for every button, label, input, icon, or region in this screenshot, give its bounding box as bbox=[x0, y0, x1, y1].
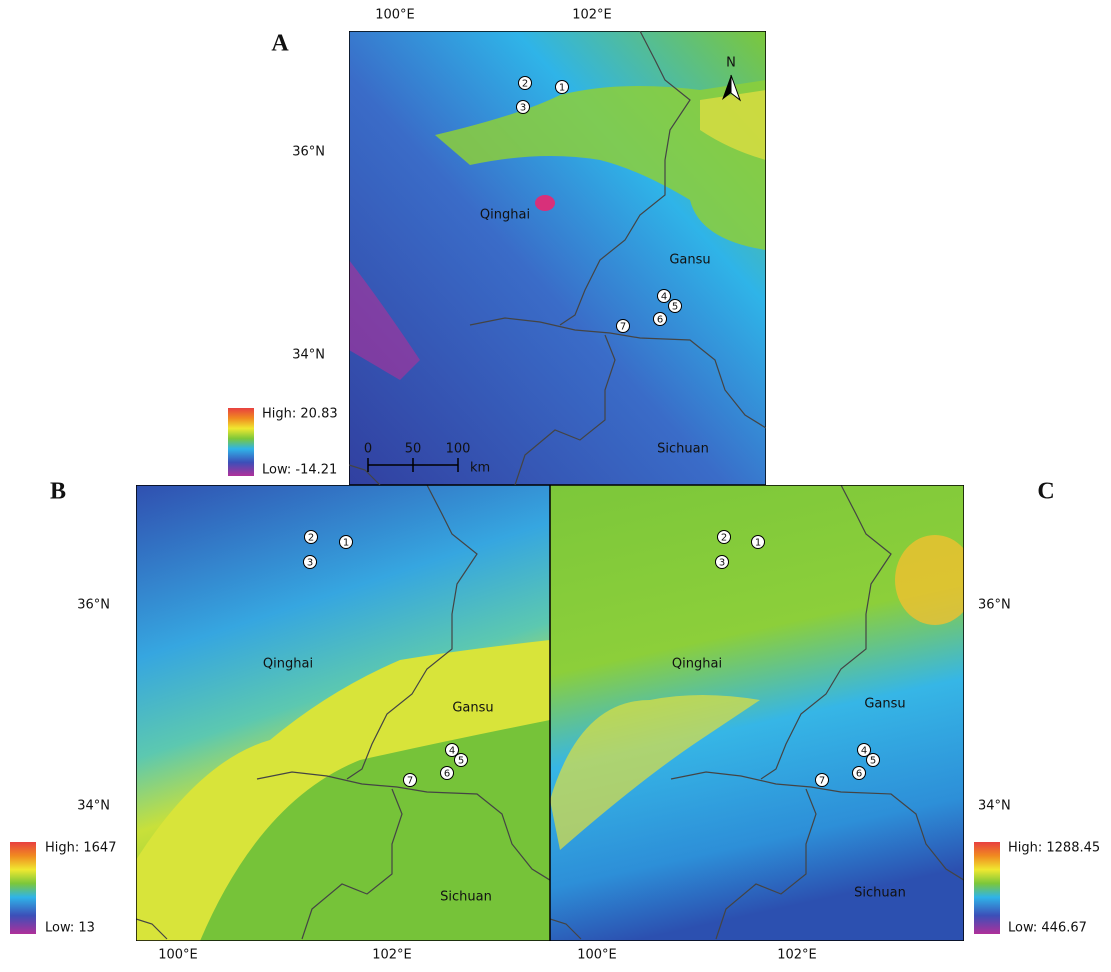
legend-bar bbox=[10, 842, 36, 934]
lat-label: 36°N bbox=[292, 145, 325, 160]
site-number: 1 bbox=[755, 538, 761, 549]
legend-high: High: 1647 bbox=[45, 841, 116, 856]
scale-unit: km bbox=[470, 461, 490, 476]
legend-bar bbox=[228, 408, 254, 476]
site-number: 6 bbox=[444, 769, 450, 780]
lon-label: 100°E bbox=[375, 8, 415, 23]
lon-label: 102°E bbox=[372, 948, 412, 963]
lon-label: 100°E bbox=[577, 948, 617, 963]
panel-c-raster bbox=[550, 485, 975, 941]
site-number: 6 bbox=[856, 769, 862, 780]
site-number: 2 bbox=[522, 79, 528, 90]
site-number: 4 bbox=[861, 746, 867, 757]
region-label: Gansu bbox=[864, 697, 905, 712]
lat-label: 34°N bbox=[292, 348, 325, 363]
lon-label: 102°E bbox=[777, 948, 817, 963]
site-number: 6 bbox=[657, 315, 663, 326]
lon-label: 102°E bbox=[572, 8, 612, 23]
region-label: Qinghai bbox=[263, 657, 313, 672]
legend-low: Low: 13 bbox=[45, 921, 95, 936]
lat-label: 36°N bbox=[978, 598, 1011, 613]
legend-bar bbox=[974, 842, 1000, 934]
site-number: 1 bbox=[559, 83, 565, 94]
figure: A 100°E 102°E 36°N 34°N Qinghai Gansu Sichuan 1 2… bbox=[0, 0, 1111, 968]
site-number: 3 bbox=[307, 558, 313, 569]
site-number: 5 bbox=[870, 756, 876, 767]
site-number: 5 bbox=[672, 302, 678, 313]
site-number: 7 bbox=[407, 776, 413, 787]
legend-high: High: 20.83 bbox=[262, 407, 338, 422]
site-number: 3 bbox=[719, 558, 725, 569]
lat-label: 34°N bbox=[77, 799, 110, 814]
lat-label: 36°N bbox=[77, 598, 110, 613]
region-label: Qinghai bbox=[672, 657, 722, 672]
scale-label: 50 bbox=[405, 442, 422, 457]
legend-low: Low: -14.21 bbox=[262, 463, 337, 478]
legend-high: High: 1288.45 bbox=[1008, 841, 1100, 856]
site-number: 7 bbox=[819, 776, 825, 787]
region-label: Gansu bbox=[452, 701, 493, 716]
site-number: 7 bbox=[620, 322, 626, 333]
site-number: 4 bbox=[449, 746, 455, 757]
panel-label: C bbox=[1037, 479, 1054, 505]
region-label: Sichuan bbox=[657, 442, 709, 457]
site-number: 3 bbox=[520, 103, 526, 114]
region-label: Gansu bbox=[669, 253, 710, 268]
site-number: 1 bbox=[343, 538, 349, 549]
site-number: 2 bbox=[721, 533, 727, 544]
lat-label: 34°N bbox=[978, 799, 1011, 814]
legend-low: Low: 446.67 bbox=[1008, 921, 1087, 936]
panel-label: A bbox=[271, 31, 289, 57]
north-label: N bbox=[726, 56, 736, 71]
panel-label: B bbox=[50, 479, 66, 505]
region-label: Qinghai bbox=[480, 208, 530, 223]
lon-label: 100°E bbox=[158, 948, 198, 963]
region-label: Sichuan bbox=[854, 886, 906, 901]
site-number: 4 bbox=[661, 292, 667, 303]
region-label: Sichuan bbox=[440, 890, 492, 905]
site-number: 5 bbox=[458, 756, 464, 767]
scale-label: 100 bbox=[446, 442, 471, 457]
site-number: 2 bbox=[308, 533, 314, 544]
scale-label: 0 bbox=[364, 442, 372, 457]
